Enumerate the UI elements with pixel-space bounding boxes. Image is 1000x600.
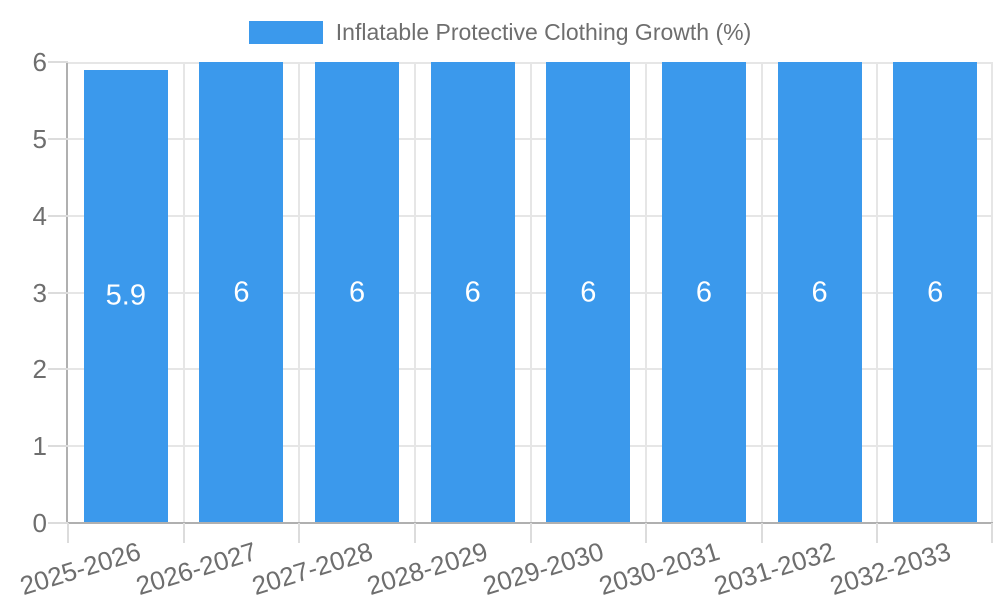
x-axis-tick-label: 2032-2033 bbox=[826, 536, 954, 600]
gridline-v bbox=[298, 62, 301, 523]
bar[interactable] bbox=[546, 62, 631, 523]
x-tick-mark bbox=[760, 523, 763, 543]
x-tick-mark bbox=[413, 523, 416, 543]
x-tick-mark bbox=[182, 523, 185, 543]
bar-value-label: 6 bbox=[580, 276, 597, 308]
x-axis-tick-label: 2026-2027 bbox=[132, 536, 261, 600]
x-tick-mark bbox=[298, 523, 301, 543]
bar[interactable] bbox=[893, 62, 978, 523]
bar-value-label: 5.9 bbox=[105, 279, 146, 312]
x-axis-tick-label: 2025-2026 bbox=[16, 536, 145, 600]
bar[interactable] bbox=[661, 62, 746, 523]
x-tick-mark bbox=[67, 523, 69, 543]
bar-value-label: 6 bbox=[927, 276, 944, 308]
x-axis-tick-label: 2029-2030 bbox=[479, 536, 608, 600]
bar[interactable] bbox=[430, 62, 515, 523]
bar[interactable] bbox=[83, 69, 168, 523]
y-tick-mark bbox=[48, 291, 68, 294]
bar-value-label: 6 bbox=[233, 276, 250, 308]
y-tick-mark bbox=[48, 61, 68, 63]
y-tick-mark bbox=[48, 368, 68, 371]
chart-legend[interactable]: Inflatable Protective Clothing Growth (%… bbox=[0, 17, 1000, 47]
x-tick-mark bbox=[529, 523, 532, 543]
y-axis-tick-label: 6 bbox=[32, 47, 47, 77]
bar-value-label: 6 bbox=[348, 276, 366, 308]
gridline-v bbox=[991, 62, 993, 523]
bar-value-label: 6 bbox=[695, 276, 713, 308]
y-tick-mark bbox=[48, 214, 68, 217]
y-axis-tick-label: 4 bbox=[32, 200, 47, 231]
y-tick-mark bbox=[48, 445, 68, 448]
gridline-v bbox=[645, 62, 648, 523]
legend-label[interactable]: Inflatable Protective Clothing Growth (%… bbox=[335, 18, 752, 45]
x-axis-tick-label: 2027-2028 bbox=[248, 536, 376, 600]
legend-swatch[interactable] bbox=[248, 20, 323, 44]
y-axis-tick-label: 1 bbox=[32, 431, 47, 462]
gridline-v bbox=[413, 62, 416, 523]
bar-value-label: 6 bbox=[811, 276, 828, 308]
x-tick-mark bbox=[991, 523, 993, 543]
x-axis-tick-label: 2028-2029 bbox=[363, 536, 492, 600]
y-tick-mark bbox=[48, 137, 68, 140]
gridline-v bbox=[529, 62, 532, 523]
x-tick-mark bbox=[876, 523, 879, 543]
bar-value-label: 6 bbox=[464, 276, 481, 308]
bar[interactable] bbox=[199, 62, 284, 523]
plot-area: 5.9 6 6 6 6 6 6 6 bbox=[68, 62, 993, 523]
y-axis-tick-label: 3 bbox=[32, 277, 47, 308]
x-axis-tick-label: 2031-2032 bbox=[710, 536, 839, 600]
y-axis-tick-label: 0 bbox=[32, 508, 47, 538]
y-axis-tick-label: 5 bbox=[32, 123, 47, 154]
gridline-v bbox=[760, 62, 763, 523]
x-axis-tick-label: 2030-2031 bbox=[595, 536, 723, 600]
bar[interactable] bbox=[315, 62, 400, 523]
y-tick-mark bbox=[48, 522, 68, 524]
gridline-v bbox=[182, 62, 185, 523]
gridline-v bbox=[876, 62, 879, 523]
bar[interactable] bbox=[777, 62, 862, 523]
x-tick-mark bbox=[645, 523, 648, 543]
y-axis-tick-label: 2 bbox=[32, 354, 47, 385]
